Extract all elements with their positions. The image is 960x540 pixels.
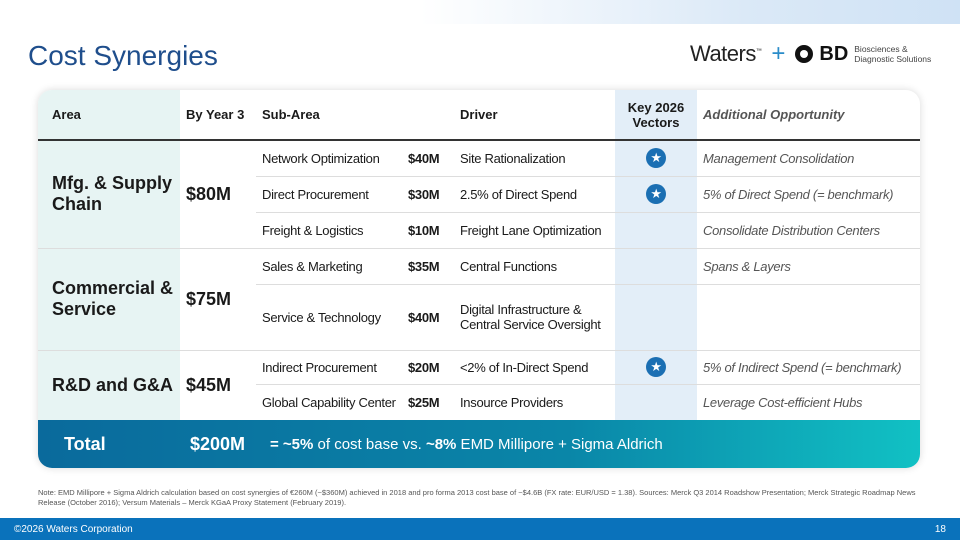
total-comparison: = ~5% of cost base vs. ~8% EMD Millipore… (270, 435, 663, 453)
total-bar: Total $200M = ~5% of cost base vs. ~8% E… (38, 420, 920, 468)
driver: Digital Infrastructure & Central Service… (454, 284, 615, 351)
driver: <2% of In-Direct Spend (454, 350, 615, 385)
area-name: R&D and G&A (38, 350, 180, 421)
header-year: By Year 3 (180, 90, 256, 141)
header-area: Area (38, 90, 180, 141)
additional-opportunity: Leverage Cost-efficient Hubs (697, 384, 920, 421)
key-vector: ★ (615, 176, 697, 213)
additional-opportunity: 5% of Indirect Spend (= benchmark) (697, 350, 920, 385)
additional-opportunity: Consolidate Distribution Centers (697, 212, 920, 249)
additional-opportunity (697, 284, 920, 351)
copyright: ©2026 Waters Corporation (14, 523, 133, 535)
header-additional-opportunity: Additional Opportunity (697, 90, 920, 141)
sub-area: Global Capability Center (256, 384, 402, 421)
year3-amount: $80M (180, 140, 256, 249)
sub-amount: $40M (402, 284, 454, 351)
driver: Central Functions (454, 248, 615, 285)
bd-logo-icon (795, 45, 814, 63)
driver: Site Rationalization (454, 140, 615, 177)
additional-opportunity: Spans & Layers (697, 248, 920, 285)
total-value: $200M (190, 433, 246, 454)
star-icon: ★ (646, 357, 666, 377)
sub-area: Direct Procurement (256, 176, 402, 213)
footnote: Note: EMD Millipore + Sigma Aldrich calc… (38, 488, 916, 507)
header-driver: Driver (454, 90, 615, 141)
table-row: Global Capability Center $25M Insource Pro… (38, 384, 920, 421)
driver: Freight Lane Optimization (454, 212, 615, 249)
key-vector (615, 284, 697, 351)
driver: 2.5% of Direct Spend (454, 176, 615, 213)
key-vector (615, 384, 697, 421)
sub-area: Sales & Marketing (256, 248, 402, 285)
header-sub-area: Sub-Area (256, 90, 454, 141)
plus-sign: + (771, 40, 786, 67)
header-key-vectors: Key 2026 Vectors (615, 90, 697, 141)
sub-amount: $30M (402, 176, 454, 213)
page-number: 18 (934, 523, 946, 535)
sub-amount: $20M (402, 350, 454, 385)
additional-opportunity: Management Consolidation (697, 140, 920, 177)
page-title: Cost Synergies (28, 40, 218, 71)
top-decoration (420, 0, 960, 24)
waters-logo: Waters™ (690, 41, 762, 66)
sub-area: Network Optimization (256, 140, 402, 177)
table-row: Service & Technology $40M Digital Infrastr… (38, 284, 920, 351)
footer: ©2026 Waters Corporation 18 (0, 518, 960, 540)
synergy-table: Area By Year 3 Sub-Area Driver Key 2026 … (38, 90, 920, 421)
sub-amount: $35M (402, 248, 454, 285)
area-name: Commercial & Service (38, 248, 180, 351)
bd-logo: BD (819, 42, 849, 65)
key-vector (615, 248, 697, 285)
synergy-table-card: Area By Year 3 Sub-Area Driver Key 2026 … (38, 90, 920, 468)
table-header: Area By Year 3 Sub-Area Driver Key 2026 … (38, 90, 920, 141)
star-icon: ★ (646, 148, 666, 169)
star-icon: ★ (646, 184, 666, 204)
table-row: Direct Procurement $30M 2.5% of Direct Spe… (38, 176, 920, 213)
total-label: Total (64, 433, 106, 454)
key-vector: ★ (615, 140, 697, 177)
table-row: Commercial & Service $75M Sales & Marketin… (38, 248, 920, 351)
table-row: R&D and G&A $45M Indirect Procurement $20M <… (38, 350, 920, 421)
year3-amount: $45M (180, 350, 256, 421)
area-name: Mfg. & Supply Chain (38, 140, 180, 249)
sub-amount: $25M (402, 384, 454, 421)
sub-area: Freight & Logistics (256, 212, 402, 249)
sub-amount: $40M (402, 140, 454, 177)
sub-area: Indirect Procurement (256, 350, 402, 385)
logo: Waters™ + BD Biosciences & Diagnostic Sol… (690, 40, 931, 68)
driver: Insource Providers (454, 384, 615, 421)
additional-opportunity: 5% of Direct Spend (= benchmark) (697, 176, 920, 213)
table-row: Mfg. & Supply Chain $80M Network Optimizat… (38, 140, 920, 249)
key-vector: ★ (615, 350, 697, 385)
sub-area: Service & Technology (256, 284, 402, 351)
table-row: Freight & Logistics $10M Freight Lane Opti… (38, 212, 920, 249)
year3-amount: $75M (180, 248, 256, 351)
sub-amount: $10M (402, 212, 454, 249)
bd-subtitle: Biosciences & Diagnostic Solutions (854, 44, 932, 64)
key-vector (615, 212, 697, 249)
